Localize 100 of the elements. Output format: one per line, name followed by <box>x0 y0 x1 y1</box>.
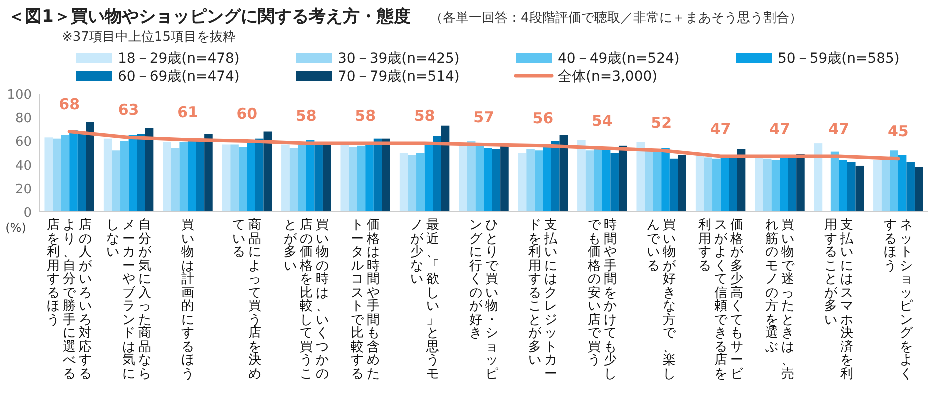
bar <box>357 146 366 212</box>
data-label: 56 <box>532 110 554 128</box>
bar <box>847 162 856 212</box>
data-label: 60 <box>236 104 258 123</box>
data-label: 47 <box>770 120 790 138</box>
bar <box>526 149 535 212</box>
category-label: ネットショッピングをよくするほう <box>884 218 913 382</box>
bar <box>282 144 290 212</box>
bar <box>78 132 86 212</box>
bar <box>53 138 62 212</box>
legend-label: 40－49歳(n=524) <box>558 51 680 67</box>
bar <box>424 144 434 212</box>
bar <box>137 134 146 212</box>
bar <box>222 144 231 212</box>
bar <box>112 150 121 212</box>
category-label: 支払いにはクレジットカードを利用することが多い <box>528 218 558 382</box>
bar <box>712 158 721 212</box>
bar <box>796 154 805 212</box>
category-label: 買い物が好きな方で、楽しんでいる <box>647 218 676 382</box>
bar <box>255 138 264 212</box>
bar <box>610 153 619 212</box>
data-label: 52 <box>651 114 672 132</box>
bar <box>306 140 315 212</box>
bar <box>914 167 924 212</box>
legend-label: 全体(n=3,000) <box>558 69 658 85</box>
category-label: 買い物で迷ったときは、売れ筋のモノの方を選ぶ <box>766 218 794 382</box>
data-label: 58 <box>296 107 317 126</box>
y-tick-label: 60 <box>15 135 32 150</box>
data-label: 54 <box>592 112 613 130</box>
bar <box>196 141 205 212</box>
bar <box>145 128 154 212</box>
legend-label: 50－59歳(n=585) <box>778 51 900 67</box>
bar <box>204 134 213 212</box>
bar <box>755 158 764 212</box>
bar <box>400 153 408 212</box>
bar <box>247 142 256 212</box>
category-label: 支払いにはスマホ決済を利用することが多い <box>824 218 854 382</box>
bar <box>618 146 628 212</box>
bar <box>602 148 611 212</box>
y-axis-title: (%) <box>6 221 26 235</box>
bar <box>366 144 374 212</box>
data-label: 68 <box>59 95 80 114</box>
bar <box>636 142 646 212</box>
bar <box>264 132 272 212</box>
bar <box>128 135 138 212</box>
category-label: 価格が多少高くてもサービスがよくて信頼できる店を利用する <box>698 218 744 382</box>
bar <box>349 147 358 212</box>
data-label: 58 <box>414 107 436 126</box>
bar <box>874 160 882 212</box>
bar <box>314 144 323 212</box>
bar <box>720 156 730 212</box>
bar <box>104 138 112 212</box>
bar <box>551 141 560 212</box>
data-label: 58 <box>355 107 376 126</box>
bar <box>322 144 332 212</box>
bar <box>484 148 492 212</box>
bar <box>704 158 713 212</box>
bar <box>61 135 70 212</box>
data-label: 61 <box>178 104 198 122</box>
category-label: 自分が気に入った商品ならメーカーやブランドは気にしない <box>106 218 152 382</box>
bar <box>500 146 509 212</box>
y-tick-label: 20 <box>15 182 32 198</box>
bar <box>814 144 823 212</box>
y-tick-label: 80 <box>15 112 32 127</box>
bar <box>534 150 544 212</box>
category-label: 店の人がいろいろ対応するより、自分で勝手に選べる店を利用するほう <box>47 218 92 382</box>
bar <box>856 166 864 212</box>
bar <box>408 155 417 212</box>
bar <box>729 156 738 212</box>
bar <box>518 153 527 212</box>
bar <box>830 152 840 212</box>
bar <box>476 146 484 212</box>
bar <box>906 162 915 212</box>
text: ※37項目中上位15項目を抜粋 <box>62 30 236 45</box>
bar <box>180 142 188 212</box>
bar <box>120 141 129 212</box>
bar <box>662 148 670 212</box>
bar <box>678 155 686 212</box>
legend-label: 60－69歳(n=474) <box>118 69 240 85</box>
category-label: 最近、「欲しい」と思うモノが少ない <box>410 218 440 382</box>
legend-label: 30－39歳(n=425) <box>338 51 460 67</box>
category-label: 買い物は計画的にするほう <box>182 218 194 382</box>
chart-title: ＜図1＞買い物やショッピングに関する考え方・態度 <box>8 7 411 27</box>
data-label: 57 <box>474 108 494 126</box>
bar <box>467 141 476 212</box>
data-label: 47 <box>828 120 850 138</box>
legend-label: 18－29歳(n=478) <box>118 51 240 67</box>
y-tick-label: 100 <box>7 88 32 103</box>
category-label: ひとりで買い物・ショッピングに行くのが好き <box>470 218 498 382</box>
bar <box>188 141 196 212</box>
bar <box>670 158 678 212</box>
category-label: 商品によって買う店を決めている <box>232 218 262 382</box>
category-label: 買い物の時は、いくつかの店の価格を比較して買うことが多い <box>284 218 329 382</box>
y-tick-label: 40 <box>15 158 32 174</box>
bar <box>763 158 772 212</box>
bar <box>340 144 350 212</box>
bar <box>492 149 501 212</box>
legend-label: 70－79歳(n=514) <box>338 69 460 85</box>
bar <box>696 155 704 212</box>
data-label: 63 <box>118 101 140 120</box>
